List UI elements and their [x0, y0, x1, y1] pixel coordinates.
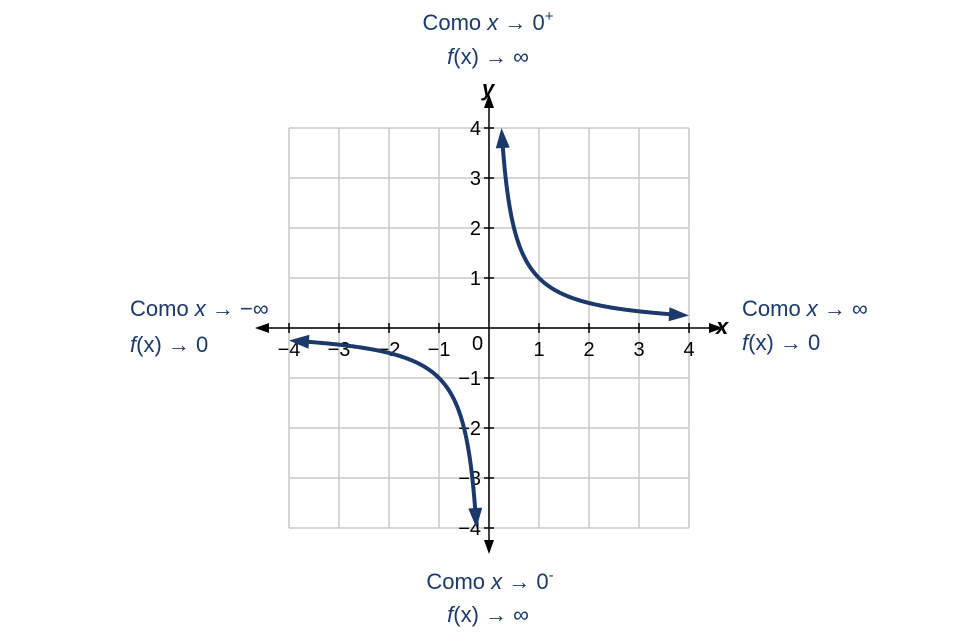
axes	[255, 94, 723, 554]
annotation-top-f: f	[447, 44, 456, 69]
annotation-left-arrow: → −∞	[206, 296, 269, 321]
svg-text:f(x) → ∞: f(x) → ∞	[447, 602, 529, 627]
annotation-top-prefix: Como	[422, 10, 487, 35]
x-axis-arrow-left	[255, 323, 269, 333]
x-tick-label: −4	[278, 339, 301, 361]
y-axis-label: y	[481, 76, 496, 101]
annotation-bottom: Como x → 0- f(x) → ∞	[426, 567, 553, 627]
annotation-top-sup: +	[545, 8, 554, 25]
origin-label: 0	[472, 333, 483, 355]
x-tick-label: −1	[428, 339, 451, 361]
annotation-bottom-line2: (x) → ∞	[453, 602, 529, 627]
svg-text:f(x) → 0: f(x) → 0	[130, 332, 208, 357]
y-tick-label: 4	[470, 118, 481, 140]
y-tick-label: −1	[458, 368, 481, 390]
curves	[289, 128, 689, 528]
svg-text:Como x → ∞: Como x → ∞	[742, 296, 868, 321]
x-tick-label: 4	[683, 339, 694, 361]
svg-text:Como x → −∞: Como x → −∞	[130, 296, 269, 321]
annotation-right-var: x	[806, 296, 819, 321]
x-tick-label: 2	[583, 339, 594, 361]
y-tick-label: 2	[470, 218, 481, 240]
y-axis-arrow-down	[484, 540, 494, 554]
curve-right-arrow-end	[668, 307, 689, 322]
annotation-top-var: x	[486, 10, 499, 35]
annotation-left: Como x → −∞ f(x) → 0	[130, 296, 269, 357]
annotation-top: Como x → 0+ f(x) → ∞	[422, 8, 553, 69]
annotation-right: Como x → ∞ f(x) → 0	[742, 296, 868, 355]
annotation-top-arrow: → 0	[498, 10, 544, 35]
annotation-left-line2: (x) → 0	[136, 332, 208, 357]
y-axis-arrow-up	[484, 94, 494, 108]
y-tick-label: 1	[470, 268, 481, 290]
x-axis-label: x	[715, 314, 729, 339]
curve-left-branch	[303, 339, 478, 514]
curve-right-branch	[500, 142, 675, 317]
annotation-bottom-arrow: → 0	[502, 569, 548, 594]
annotation-left-prefix: Como	[130, 296, 195, 321]
annotation-bottom-f: f	[447, 602, 456, 627]
x-axis-arrow-right	[709, 323, 723, 333]
annotation-right-arrow: → ∞	[818, 296, 868, 321]
annotation-left-var: x	[194, 296, 207, 321]
annotation-bottom-sup: -	[549, 567, 554, 584]
curve-right-arrow-top	[495, 128, 510, 149]
svg-text:Como x → 0+: Como x → 0+	[422, 8, 553, 35]
annotation-top-line2: (x) → ∞	[453, 44, 529, 69]
curve-left-arrow-bottom	[468, 507, 483, 528]
annotation-right-line2: (x) → 0	[748, 330, 820, 355]
curve-left-arrow-end	[289, 334, 310, 349]
y-tick-label: 3	[470, 168, 481, 190]
annotation-right-f: f	[742, 330, 751, 355]
svg-text:f(x) → 0: f(x) → 0	[742, 330, 820, 355]
x-tick-label: 3	[633, 339, 644, 361]
annotation-bottom-prefix: Como	[426, 569, 491, 594]
annotation-right-prefix: Como	[742, 296, 807, 321]
svg-text:f(x) → ∞: f(x) → ∞	[447, 44, 529, 69]
y-tick-label: −3	[458, 468, 481, 490]
annotation-bottom-var: x	[490, 569, 503, 594]
annotation-left-f: f	[130, 332, 139, 357]
x-tick-label: 1	[533, 339, 544, 361]
svg-text:Como x → 0-: Como x → 0-	[426, 567, 553, 594]
